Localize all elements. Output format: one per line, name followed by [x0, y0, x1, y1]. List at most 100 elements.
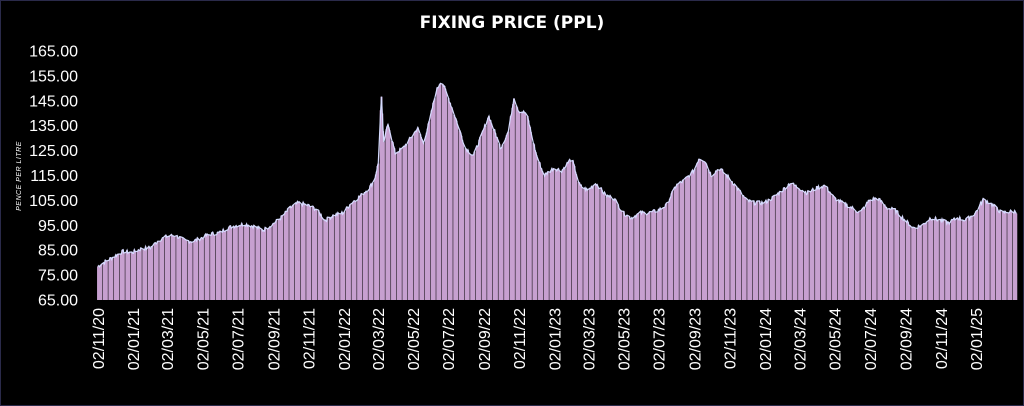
price-bar [462, 142, 465, 300]
x-tick-label: 02/09/22 [477, 308, 494, 370]
y-tick-label: 65.00 [38, 293, 78, 310]
price-bar [818, 188, 821, 300]
price-bar [275, 219, 278, 300]
price-bar [235, 227, 238, 300]
price-bar [546, 171, 549, 300]
price-bar [501, 144, 504, 300]
price-bar [671, 191, 674, 300]
price-bar [162, 237, 165, 300]
price-bar [100, 264, 103, 300]
price-bar [439, 83, 442, 300]
price-bar [592, 185, 595, 300]
price-bar [303, 203, 306, 300]
price-bar [354, 201, 357, 300]
price-bar [343, 211, 346, 300]
x-tick-label: 02/11/21 [302, 308, 319, 369]
price-bar [829, 193, 832, 300]
price-bar [490, 123, 493, 301]
price-bar [631, 218, 634, 300]
y-axis-ticks: 165.00 155.00 145.00 135.00 125.00 115.00 105.… [29, 44, 78, 310]
price-bar [349, 204, 351, 300]
price-bar [558, 170, 561, 300]
price-bar [953, 219, 956, 300]
price-bar [315, 209, 318, 300]
price-bar [886, 209, 889, 300]
price-bar [529, 131, 532, 300]
x-tick-label: 02/07/24 [863, 308, 880, 370]
price-bar [908, 225, 911, 300]
y-tick-label: 165.00 [29, 44, 78, 61]
price-bar [428, 121, 431, 301]
price-bar [337, 213, 340, 300]
price-bar [207, 234, 210, 300]
x-tick-label: 02/07/21 [231, 308, 248, 370]
price-bar [298, 201, 301, 300]
plot-area [97, 82, 1018, 301]
y-axis-label: PENCE PER LITRE [16, 141, 23, 211]
price-bar [970, 216, 973, 300]
price-bar [778, 191, 781, 300]
price-bar [784, 189, 787, 300]
price-bar [580, 187, 583, 300]
price-bar [292, 204, 295, 300]
price-bar [281, 215, 284, 300]
price-bar [665, 202, 668, 300]
price-bar [247, 225, 250, 300]
price-bar [416, 127, 419, 301]
price-bar [863, 208, 866, 300]
price-bar [676, 184, 679, 300]
price-bar [563, 168, 566, 300]
chart-title: FIXING PRICE (PPL) [420, 13, 605, 33]
price-bar [535, 155, 538, 300]
price-bar [445, 91, 448, 300]
price-bar [733, 183, 736, 300]
price-bar [750, 201, 753, 300]
price-bar [609, 195, 612, 300]
price-bar [332, 214, 334, 300]
price-bar [812, 190, 815, 300]
x-tick-label: 02/05/24 [828, 308, 845, 370]
price-bar [835, 200, 838, 300]
price-bar [982, 198, 985, 300]
price-bar [179, 236, 182, 300]
price-bar [852, 208, 855, 300]
price-bar [699, 159, 702, 300]
y-tick-label: 75.00 [38, 268, 78, 285]
y-tick-label: 115.00 [30, 168, 78, 185]
price-bar [264, 227, 267, 300]
price-bar [869, 199, 872, 300]
price-bar [897, 214, 900, 300]
x-axis-ticks: 02/11/20 02/01/21 02/03/21 02/05/21 02/07/21… [91, 308, 986, 370]
price-bar [942, 219, 945, 300]
x-tick-label: 02/11/23 [723, 308, 740, 369]
price-bar [405, 145, 408, 300]
price-bar [467, 152, 470, 300]
price-bar [586, 189, 589, 300]
x-tick-label: 02/11/22 [512, 308, 529, 369]
price-bar [914, 228, 917, 300]
price-bar [744, 197, 747, 300]
price-bar [874, 198, 877, 300]
price-bar [891, 208, 894, 300]
y-tick-label: 145.00 [29, 93, 78, 110]
price-bar [399, 149, 402, 300]
x-tick-label: 02/05/22 [406, 308, 423, 370]
price-outline-line [97, 82, 1017, 268]
price-bar [122, 253, 125, 300]
price-bar [767, 199, 770, 300]
price-bar [925, 221, 928, 300]
x-tick-label: 02/05/21 [195, 308, 212, 370]
price-bar [987, 203, 990, 300]
price-bar [128, 252, 131, 300]
x-tick-label: 02/03/21 [160, 308, 177, 370]
price-bar [286, 208, 289, 300]
y-tick-label: 135.00 [29, 118, 78, 135]
price-bar [1004, 212, 1007, 300]
price-bar [552, 168, 555, 300]
x-tick-label: 02/07/22 [441, 308, 458, 370]
price-bar [716, 169, 719, 300]
price-bar [202, 238, 204, 300]
price-bar [168, 236, 171, 300]
